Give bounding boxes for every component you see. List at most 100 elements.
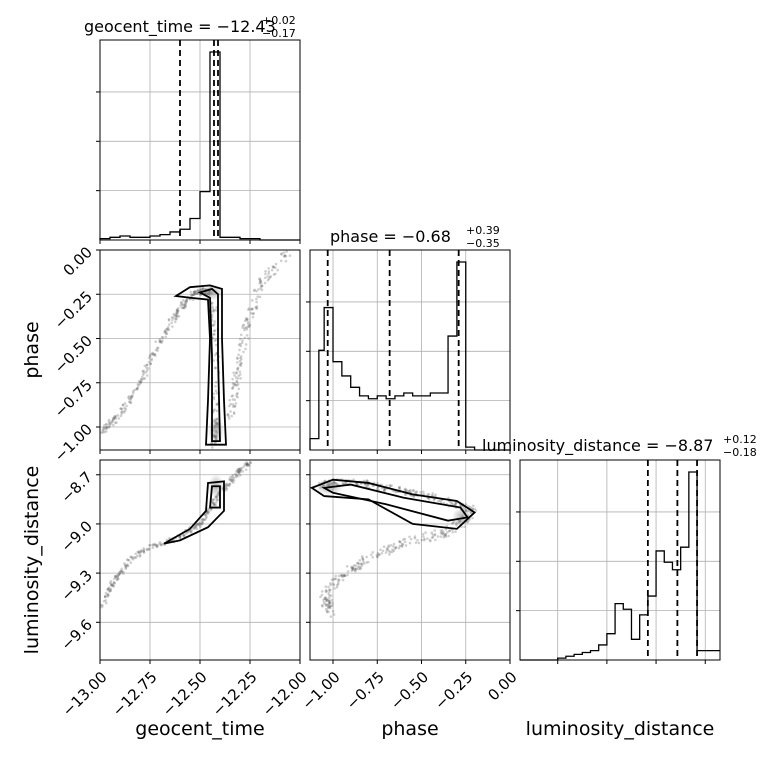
sample-point — [143, 377, 147, 380]
sample-point — [179, 301, 183, 305]
sample-point — [129, 398, 132, 401]
sample-point — [134, 552, 138, 556]
sample-point — [239, 362, 243, 366]
sample-point — [183, 303, 187, 307]
sample-point — [333, 587, 336, 590]
sample-point — [246, 464, 249, 467]
sample-point — [337, 578, 341, 582]
sample-point — [163, 331, 166, 334]
sample-point — [331, 604, 334, 607]
sample-point — [227, 415, 230, 418]
sample-point — [147, 548, 151, 551]
contour-outer — [173, 284, 227, 446]
ylabel-phase: phase — [21, 321, 43, 378]
xlabel-luminosity-distance: luminosity_distance — [526, 718, 715, 740]
sample-point — [322, 600, 326, 604]
sample-point — [356, 565, 360, 568]
sample-point — [250, 307, 254, 311]
sample-point — [232, 411, 236, 414]
sample-point — [234, 473, 238, 477]
sample-point — [136, 387, 139, 390]
sample-point — [239, 364, 243, 368]
sample-point — [229, 410, 232, 413]
sample-point — [163, 330, 167, 333]
sample-point — [244, 326, 248, 329]
sample-point — [193, 290, 197, 294]
sample-point — [196, 289, 199, 293]
sample-point — [189, 293, 193, 296]
sample-point — [473, 507, 476, 511]
sample-point — [243, 336, 247, 340]
sample-point — [359, 566, 363, 570]
sample-point — [383, 489, 386, 492]
sample-point — [158, 542, 161, 546]
sample-point — [138, 551, 141, 555]
sample-point — [130, 395, 134, 398]
sample-point — [234, 383, 237, 387]
sample-point — [236, 356, 239, 360]
sample-point — [145, 363, 149, 367]
sample-point — [263, 281, 267, 285]
sample-point — [153, 352, 156, 356]
sample-point — [448, 529, 451, 533]
sample-point — [181, 303, 184, 306]
sample-point — [398, 485, 401, 489]
sample-point — [363, 483, 367, 486]
sample-point — [101, 430, 105, 434]
sample-point — [235, 394, 238, 398]
sample-point — [182, 298, 185, 302]
sample-point — [233, 405, 237, 408]
sample-point — [120, 570, 124, 574]
sample-point — [352, 564, 356, 567]
sample-point — [252, 289, 256, 292]
sample-point — [234, 372, 238, 375]
sample-point — [230, 475, 234, 478]
sample-point — [421, 490, 425, 494]
sample-point — [172, 316, 175, 320]
sample-point — [454, 502, 457, 506]
sample-point — [375, 487, 379, 491]
sample-point — [215, 392, 219, 395]
sample-point — [238, 473, 242, 477]
sample-point — [120, 412, 123, 416]
sample-point — [237, 343, 241, 347]
sample-point — [213, 329, 217, 332]
sample-point — [433, 529, 437, 532]
sample-point — [382, 545, 386, 548]
sample-point — [328, 594, 331, 597]
sample-point — [284, 254, 288, 258]
sample-point — [193, 525, 197, 529]
sample-point — [328, 601, 331, 605]
contour-outer — [163, 480, 225, 545]
sample-point — [376, 482, 379, 485]
sample-point — [403, 540, 407, 544]
sample-point — [351, 566, 355, 570]
sample-point — [119, 569, 122, 573]
sample-point — [335, 586, 339, 589]
sample-point — [324, 589, 328, 592]
sample-point — [284, 259, 288, 263]
sample-point — [264, 270, 267, 273]
sample-point — [112, 582, 116, 585]
sample-point — [131, 394, 134, 397]
sample-point — [258, 278, 261, 281]
sample-point — [433, 533, 436, 537]
sample-point — [255, 289, 258, 293]
sample-point — [181, 303, 185, 307]
sample-point — [215, 402, 219, 406]
sample-point — [228, 404, 231, 408]
sample-point — [356, 561, 360, 565]
x-tick-label: −12.50 — [159, 668, 211, 720]
y-tick-label: −0.25 — [51, 288, 96, 333]
sample-point — [216, 498, 219, 502]
sample-point — [108, 581, 112, 585]
sample-point — [111, 418, 115, 422]
sample-point — [324, 595, 327, 599]
sample-point — [398, 486, 402, 489]
sample-point — [196, 291, 199, 295]
sample-point — [246, 462, 250, 466]
sample-point — [204, 513, 208, 517]
panel-hist-phase — [306, 249, 511, 454]
sample-point — [269, 275, 272, 278]
sample-point — [447, 496, 450, 500]
